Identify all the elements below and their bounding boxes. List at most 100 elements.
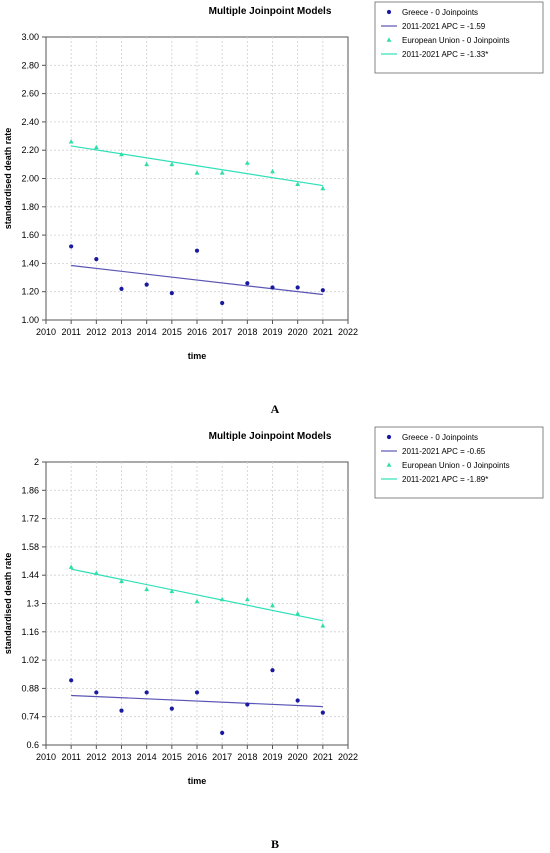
x-tick-label: 2013: [111, 327, 131, 337]
x-tick-label: 2017: [212, 752, 232, 762]
data-point: [194, 248, 200, 253]
x-tick-label: 2020: [288, 752, 308, 762]
x-tick-label: 2014: [137, 327, 157, 337]
data-point: [295, 611, 301, 616]
data-point: [68, 139, 74, 144]
y-tick-label: 1.44: [21, 570, 39, 580]
y-axis-label: standardised death rate: [3, 128, 13, 230]
legend-marker: [386, 434, 392, 440]
panel-label-a: A: [270, 402, 280, 416]
data-point: [144, 282, 149, 287]
data-point: [245, 281, 250, 286]
data-point: [144, 586, 150, 592]
data-point: [194, 690, 200, 695]
chart-panel-a: Multiple Joinpoint Models 2010 2011 2012 201…: [0, 0, 550, 425]
chart-title: Multiple Joinpoint Models: [209, 6, 332, 17]
legend-box: [374, 1, 544, 74]
data-point: [119, 708, 124, 713]
x-axis-label: time: [188, 351, 207, 361]
legend: Greece - 0 Joinpoints 2011-2021 APC = -0.…: [374, 426, 544, 499]
x-tick-label: 2016: [187, 327, 207, 337]
legend-box: [374, 426, 544, 499]
fit-line: [71, 568, 323, 622]
data-point: [169, 291, 174, 296]
fit-line: [71, 264, 323, 296]
y-tick-label: 1.00: [21, 315, 39, 325]
x-tick-label: 2022: [338, 327, 358, 337]
x-tick-label: 2018: [237, 327, 257, 337]
panel-label-b: B: [270, 837, 279, 851]
x-tick-label: 2017: [212, 327, 232, 337]
y-tick-label: 1.72: [21, 514, 39, 524]
x-tick-label: 2013: [111, 752, 131, 762]
x-tick-label: 2018: [237, 752, 257, 762]
x-tick-label: 2015: [162, 752, 182, 762]
x-tick-label: 2016: [187, 752, 207, 762]
data-point: [219, 170, 225, 175]
y-tick-label: 2.20: [21, 145, 39, 155]
data-point: [94, 690, 99, 695]
y-tick-label: 0.74: [21, 712, 39, 722]
data-point: [220, 300, 225, 306]
data-point: [119, 151, 124, 157]
data-point: [295, 181, 301, 186]
data-point: [270, 602, 275, 608]
y-tick-label: 2.40: [21, 117, 39, 127]
data-point: [169, 161, 175, 167]
data-point: [169, 588, 175, 594]
data-point: [94, 257, 99, 262]
legend-entry: 2011-2021 APC = -1.89*: [402, 475, 488, 484]
data-point: [220, 730, 225, 735]
x-tick-label: 2019: [262, 752, 282, 762]
data-point: [119, 286, 124, 291]
y-tick-label: 2.60: [21, 89, 39, 99]
data-point: [169, 706, 174, 711]
fit-line: [71, 145, 323, 187]
y-tick-label: 2: [34, 457, 39, 467]
data-point: [245, 702, 250, 707]
chart-title: Multiple Joinpoint Models: [209, 431, 332, 442]
x-tick-label: 2019: [262, 327, 282, 337]
legend-entry: 2011-2021 APC = -0.65: [402, 447, 486, 456]
data-point: [69, 678, 74, 683]
y-tick-label: 1.02: [21, 655, 39, 665]
data-point: [68, 564, 74, 569]
y-tick-label: 1.20: [21, 287, 39, 297]
data-point: [320, 185, 326, 191]
y-tick-label: 1.58: [21, 542, 39, 552]
data-point: [270, 168, 275, 174]
y-tick-label: 2.80: [21, 60, 39, 70]
legend-marker: [386, 462, 392, 467]
data-point: [144, 161, 150, 167]
data-point: [320, 710, 325, 715]
legend-entry: European Union - 0 Joinpoints: [402, 36, 510, 45]
data-point: [144, 690, 149, 695]
y-tick-label: 2.00: [21, 174, 39, 184]
x-tick-label: 2020: [288, 327, 308, 337]
data-point: [93, 570, 99, 575]
y-tick-label: 1.3: [26, 599, 39, 609]
x-tick-label: 2010: [36, 752, 56, 762]
legend-entry: Greece - 0 Joinpoints: [402, 8, 478, 17]
data-point: [119, 578, 124, 584]
x-tick-label: 2011: [61, 752, 80, 762]
x-tick-label: 2021: [313, 327, 333, 337]
fit-line: [71, 694, 323, 708]
y-tick-label: 0.88: [21, 683, 39, 693]
legend-entry: Greece - 0 Joinpoints: [402, 433, 478, 442]
data-point: [295, 285, 300, 290]
data-point: [270, 285, 275, 290]
y-tick-label: 0.6: [26, 740, 39, 750]
y-tick-label: 1.60: [21, 230, 39, 240]
legend: Greece - 0 Joinpoints 2011-2021 APC = -1.…: [374, 1, 544, 74]
y-axis-label: standardised death rate: [3, 553, 13, 655]
x-tick-label: 2015: [162, 327, 182, 337]
x-axis-label: time: [188, 776, 207, 786]
data-point: [69, 244, 74, 249]
chart-b: Multiple Joinpoint Models 2010 2011 2012 201…: [3, 426, 544, 786]
y-tick-label: 1.86: [21, 485, 39, 495]
y-tick-label: 1.80: [21, 202, 39, 212]
data-point: [93, 144, 99, 150]
data-point: [270, 668, 275, 673]
legend-marker: [386, 37, 392, 42]
